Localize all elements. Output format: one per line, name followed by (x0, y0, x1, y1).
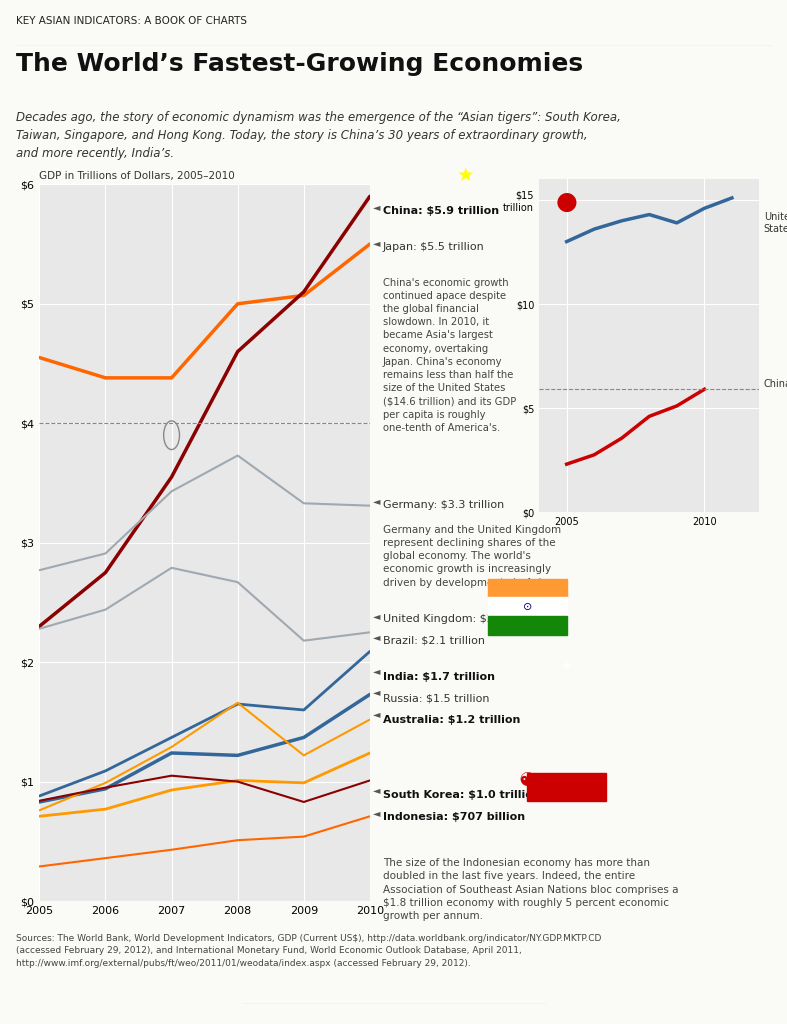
Text: India: $1.7 trillion: India: $1.7 trillion (382, 672, 495, 682)
Text: ◄: ◄ (372, 239, 380, 248)
Text: Brazil: $2.1 trillion: Brazil: $2.1 trillion (382, 636, 485, 646)
Bar (488, 579, 567, 597)
Text: ◄: ◄ (372, 610, 380, 621)
Text: ★: ★ (456, 166, 474, 184)
Text: Japan: $5.5 trillion: Japan: $5.5 trillion (382, 242, 485, 252)
Text: United Kingdom: $2.2 trillion: United Kingdom: $2.2 trillion (382, 614, 543, 625)
Text: ◄: ◄ (372, 633, 380, 642)
Text: United
States: United States (764, 213, 787, 234)
Text: Germany and the United Kingdom
represent declining shares of the
global economy.: Germany and the United Kingdom represent… (382, 524, 561, 588)
Text: ☯: ☯ (519, 771, 536, 791)
Text: Decades ago, the story of economic dynamism was the emergence of the “Asian tige: Decades ago, the story of economic dynam… (16, 111, 621, 160)
Text: Sources: The World Bank, World Development Indicators, GDP (Current US$), http:/: Sources: The World Bank, World Developme… (16, 934, 601, 968)
Text: KEY ASIAN INDICATORS: A BOOK OF CHARTS: KEY ASIAN INDICATORS: A BOOK OF CHARTS (16, 15, 247, 26)
Text: ●: ● (556, 190, 578, 214)
Text: ◄: ◄ (372, 203, 380, 212)
Text: ◄: ◄ (372, 666, 380, 676)
Bar (488, 616, 567, 635)
Text: Russia: $1.5 trillion: Russia: $1.5 trillion (382, 693, 490, 703)
Text: ◄: ◄ (372, 497, 380, 506)
Text: Indonesia: $707 billion: Indonesia: $707 billion (382, 811, 525, 821)
Text: The World’s Fastest-Growing Economies: The World’s Fastest-Growing Economies (16, 52, 583, 76)
Text: China: China (764, 379, 787, 389)
Text: ◄: ◄ (372, 808, 380, 818)
Bar (527, 773, 606, 801)
Text: GDP in Trillions of Dollars, 2005–2010: GDP in Trillions of Dollars, 2005–2010 (39, 171, 235, 181)
Text: ⊙: ⊙ (523, 602, 532, 611)
Text: China's economic growth
continued apace despite
the global financial
slowdown. I: China's economic growth continued apace … (382, 278, 516, 433)
Bar (488, 597, 567, 616)
Text: Australia: $1.2 trillion: Australia: $1.2 trillion (382, 715, 520, 725)
Text: ◄: ◄ (372, 687, 380, 697)
Text: ◄: ◄ (372, 785, 380, 795)
Text: ◄: ◄ (372, 709, 380, 719)
Text: China: $5.9 trillion: China: $5.9 trillion (382, 206, 499, 216)
Text: ✦: ✦ (561, 662, 572, 675)
Text: The size of the Indonesian economy has more than
doubled in the last five years.: The size of the Indonesian economy has m… (382, 858, 678, 921)
Text: South Korea: $1.0 trillion: South Korea: $1.0 trillion (382, 791, 541, 800)
Text: Germany: $3.3 trillion: Germany: $3.3 trillion (382, 500, 504, 510)
